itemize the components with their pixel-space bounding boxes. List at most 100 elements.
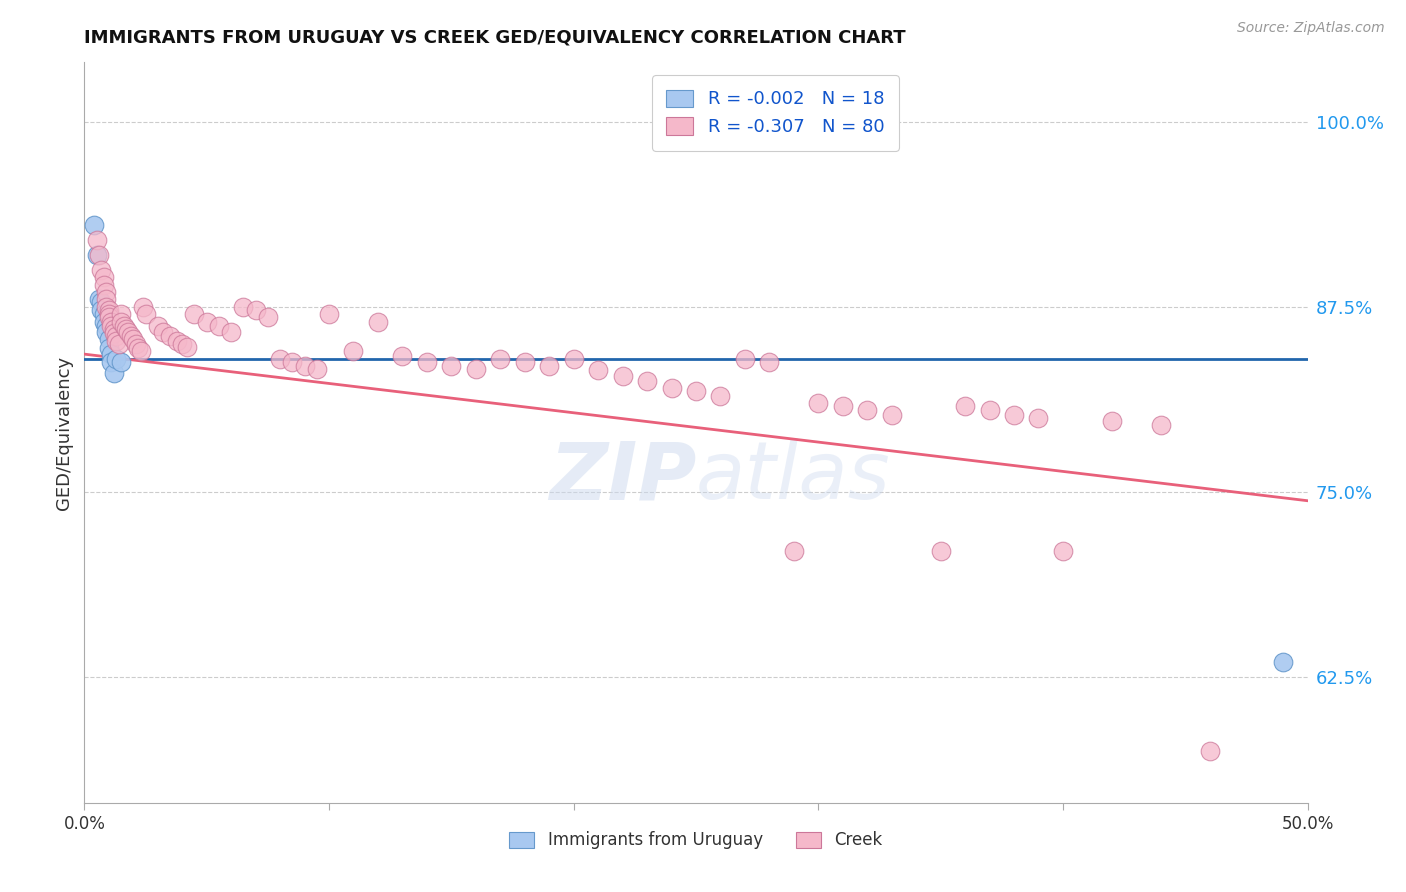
Text: ZIP: ZIP xyxy=(548,438,696,516)
Point xyxy=(709,389,731,403)
Point xyxy=(661,381,683,395)
Point xyxy=(146,318,169,333)
Point xyxy=(562,351,585,366)
Point xyxy=(135,307,157,321)
Point xyxy=(115,322,138,336)
Point xyxy=(83,219,105,233)
Point xyxy=(1101,414,1123,428)
Point xyxy=(391,349,413,363)
Point xyxy=(122,332,145,346)
Point xyxy=(416,354,439,368)
Point xyxy=(100,315,122,329)
Point xyxy=(367,315,389,329)
Point xyxy=(807,396,830,410)
Point xyxy=(538,359,561,373)
Point xyxy=(105,329,128,343)
Point xyxy=(305,362,328,376)
Point xyxy=(176,340,198,354)
Point xyxy=(132,300,155,314)
Point xyxy=(219,325,242,339)
Text: Source: ZipAtlas.com: Source: ZipAtlas.com xyxy=(1237,21,1385,35)
Text: IMMIGRANTS FROM URUGUAY VS CREEK GED/EQUIVALENCY CORRELATION CHART: IMMIGRANTS FROM URUGUAY VS CREEK GED/EQU… xyxy=(84,29,905,47)
Point xyxy=(127,341,149,355)
Point xyxy=(1272,655,1295,669)
Point xyxy=(97,332,120,346)
Point xyxy=(100,347,122,361)
Point xyxy=(953,399,976,413)
Point xyxy=(709,114,731,128)
Point xyxy=(464,362,486,376)
Point xyxy=(100,354,122,368)
Point xyxy=(612,369,634,384)
Point xyxy=(120,329,142,343)
Point xyxy=(281,354,304,368)
Legend: Immigrants from Uruguay, Creek: Immigrants from Uruguay, Creek xyxy=(498,820,894,861)
Point xyxy=(90,302,112,317)
Point xyxy=(93,315,115,329)
Point xyxy=(86,233,108,247)
Point xyxy=(489,351,512,366)
Point xyxy=(685,384,707,399)
Point xyxy=(97,341,120,355)
Point xyxy=(159,329,181,343)
Point xyxy=(929,544,952,558)
Point xyxy=(880,408,903,422)
Point xyxy=(117,325,139,339)
Point xyxy=(96,325,118,339)
Point xyxy=(103,322,125,336)
Point xyxy=(269,351,291,366)
Point xyxy=(1150,418,1173,433)
Point xyxy=(586,363,609,377)
Point xyxy=(90,295,112,310)
Point xyxy=(245,302,267,317)
Point xyxy=(96,300,118,314)
Point xyxy=(183,307,205,321)
Point xyxy=(195,315,218,329)
Point xyxy=(86,248,108,262)
Point xyxy=(125,336,148,351)
Point xyxy=(342,344,364,359)
Point xyxy=(112,318,135,333)
Point xyxy=(107,336,129,351)
Point xyxy=(97,307,120,321)
Point xyxy=(208,318,231,333)
Point xyxy=(90,262,112,277)
Point xyxy=(103,326,125,341)
Point xyxy=(734,351,756,366)
Point xyxy=(257,310,280,325)
Text: atlas: atlas xyxy=(696,438,891,516)
Point xyxy=(93,277,115,292)
Point xyxy=(831,399,853,413)
Point xyxy=(96,285,118,299)
Point xyxy=(87,248,110,262)
Point xyxy=(440,359,463,373)
Point xyxy=(513,354,536,368)
Point xyxy=(87,293,110,307)
Point xyxy=(96,318,118,333)
Point xyxy=(93,270,115,285)
Point xyxy=(110,315,132,329)
Point xyxy=(97,310,120,325)
Point xyxy=(1198,744,1220,758)
Point xyxy=(856,403,879,417)
Point xyxy=(294,359,316,373)
Point xyxy=(232,300,254,314)
Point xyxy=(318,307,340,321)
Y-axis label: GED/Equivalency: GED/Equivalency xyxy=(55,356,73,509)
Point xyxy=(100,318,122,333)
Point xyxy=(636,374,658,388)
Point xyxy=(97,302,120,317)
Point xyxy=(93,307,115,321)
Point xyxy=(172,336,194,351)
Point xyxy=(110,354,132,368)
Point xyxy=(105,351,128,366)
Point xyxy=(152,325,174,339)
Point xyxy=(110,307,132,321)
Point xyxy=(979,403,1001,417)
Point xyxy=(96,293,118,307)
Point xyxy=(103,367,125,381)
Point xyxy=(166,334,188,348)
Point xyxy=(129,344,152,359)
Point xyxy=(758,354,780,368)
Point xyxy=(783,544,806,558)
